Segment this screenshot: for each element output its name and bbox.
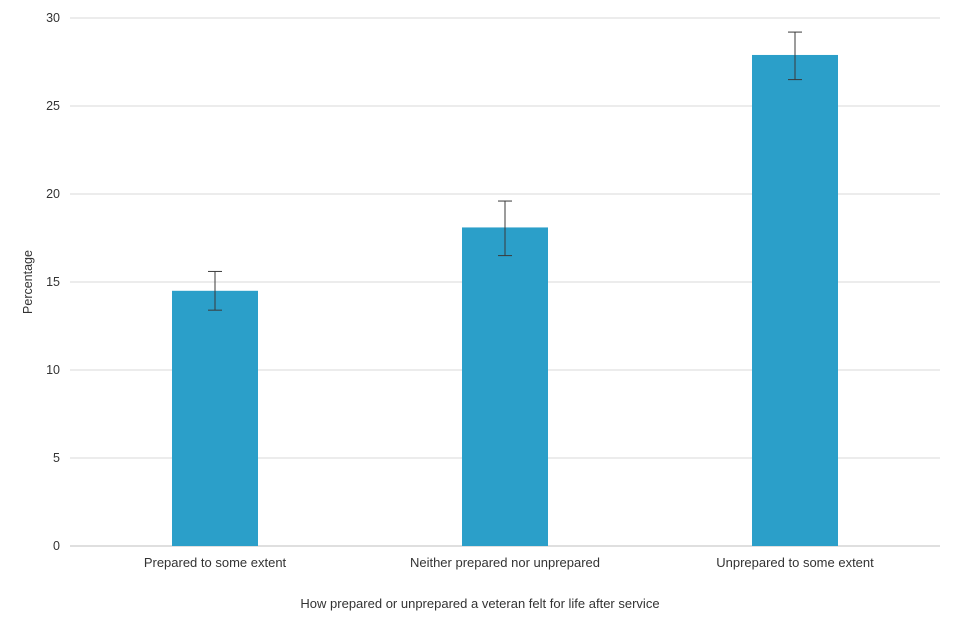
y-tick-label: 15 [46, 275, 60, 289]
x-category-label: Neither prepared nor unprepared [410, 555, 600, 570]
x-category-label: Prepared to some extent [144, 555, 287, 570]
y-tick-label: 25 [46, 99, 60, 113]
y-tick-label: 5 [53, 451, 60, 465]
y-tick-label: 20 [46, 187, 60, 201]
bar [172, 290, 258, 546]
y-tick-label: 30 [46, 11, 60, 25]
x-axis-title: How prepared or unprepared a veteran fel… [300, 596, 660, 611]
y-tick-label: 0 [53, 539, 60, 553]
x-category-label: Unprepared to some extent [716, 555, 874, 570]
bar [752, 54, 838, 547]
bar [462, 227, 548, 546]
y-axis-title: Percentage [21, 250, 35, 314]
y-tick-label: 10 [46, 363, 60, 377]
